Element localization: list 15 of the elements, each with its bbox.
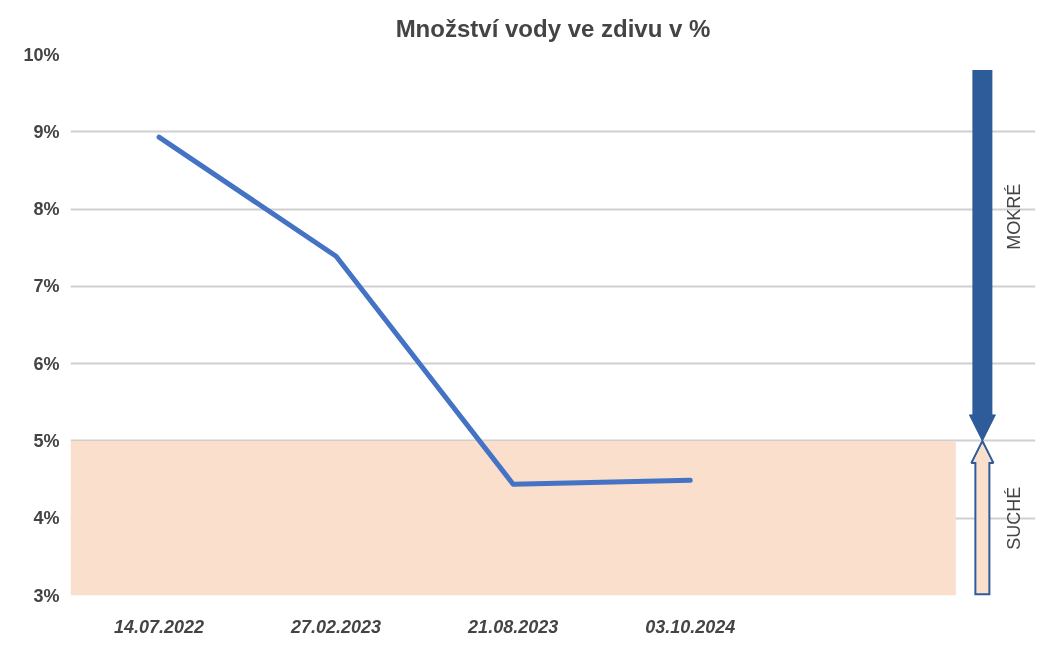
- x-tick-label: 21.08.2023: [467, 616, 559, 637]
- y-tick-label: 9%: [33, 121, 60, 142]
- y-tick-label: 4%: [33, 508, 60, 529]
- x-tick-label: 14.07.2022: [113, 616, 205, 637]
- annotation: MOKRÉ: [1004, 183, 1025, 250]
- y-tick-label: 5%: [33, 430, 60, 451]
- band-label: SUCHÉ: [1004, 486, 1025, 550]
- chart-title: Množství vody ve zdivu v %: [395, 15, 711, 42]
- x-tick-label: 03.10.2024: [645, 616, 736, 637]
- y-tick-label: 7%: [33, 276, 60, 297]
- x-tick-label: 27.02.2023: [290, 616, 382, 637]
- y-tick-label: 8%: [33, 199, 60, 220]
- y-tick-label: 3%: [33, 585, 60, 606]
- y-tick-label: 10%: [23, 44, 60, 65]
- y-tick-label: 6%: [33, 353, 60, 374]
